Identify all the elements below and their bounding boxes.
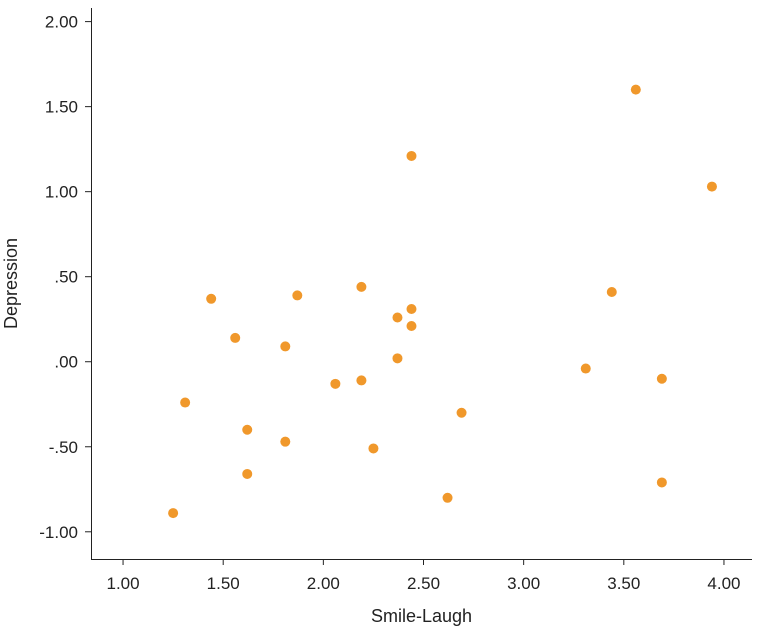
scatter-point (656, 373, 667, 384)
scatter-point (580, 363, 591, 374)
scatter-point (356, 375, 367, 386)
y-tick-label: .00 (54, 353, 78, 372)
scatter-point (242, 468, 253, 479)
scatter-point (242, 424, 253, 435)
y-tick-label: -.50 (49, 438, 78, 457)
scatter-point (180, 397, 191, 408)
scatter-point (406, 321, 417, 332)
scatter-point (656, 477, 667, 488)
y-axis-title: Depression (1, 238, 21, 329)
scatter-point (168, 508, 179, 519)
data-points (168, 84, 717, 519)
y-tick-label: .50 (54, 268, 78, 287)
scatter-point (230, 332, 241, 343)
scatter-point (330, 378, 341, 389)
scatter-point (392, 353, 403, 364)
scatter-point (606, 287, 617, 298)
scatter-point (292, 290, 303, 301)
scatter-point (280, 436, 291, 447)
y-tick-label: 1.50 (45, 98, 78, 117)
x-tick-label: 2.00 (307, 574, 340, 593)
x-tick-label: 1.50 (207, 574, 240, 593)
x-tick-label: 4.00 (707, 574, 740, 593)
x-tick-label: 3.00 (507, 574, 540, 593)
scatter-point (406, 304, 417, 315)
scatter-point (706, 181, 717, 192)
scatter-point (206, 293, 217, 304)
x-tick-label: 1.00 (107, 574, 140, 593)
scatter-point (280, 341, 291, 352)
x-axis-ticks: 1.00 1.50 2.00 2.50 3.00 3.50 4.00 (107, 559, 741, 593)
scatter-point (442, 492, 453, 503)
y-tick-label: 1.00 (45, 183, 78, 202)
x-tick-label: 2.50 (407, 574, 440, 593)
scatter-point (456, 407, 467, 418)
scatter-point (630, 84, 641, 95)
y-tick-label: 2.00 (45, 13, 78, 32)
scatter-point (356, 281, 367, 292)
scatter-point (368, 443, 379, 454)
x-tick-label: 3.50 (607, 574, 640, 593)
scatter-point (406, 150, 417, 161)
y-axis-ticks: 2.00 1.50 1.00 .50 .00 -.50 -1.00 (39, 13, 91, 542)
y-tick-label: -1.00 (39, 523, 78, 542)
x-axis-title: Smile-Laugh (371, 606, 472, 626)
scatter-point (392, 312, 403, 323)
